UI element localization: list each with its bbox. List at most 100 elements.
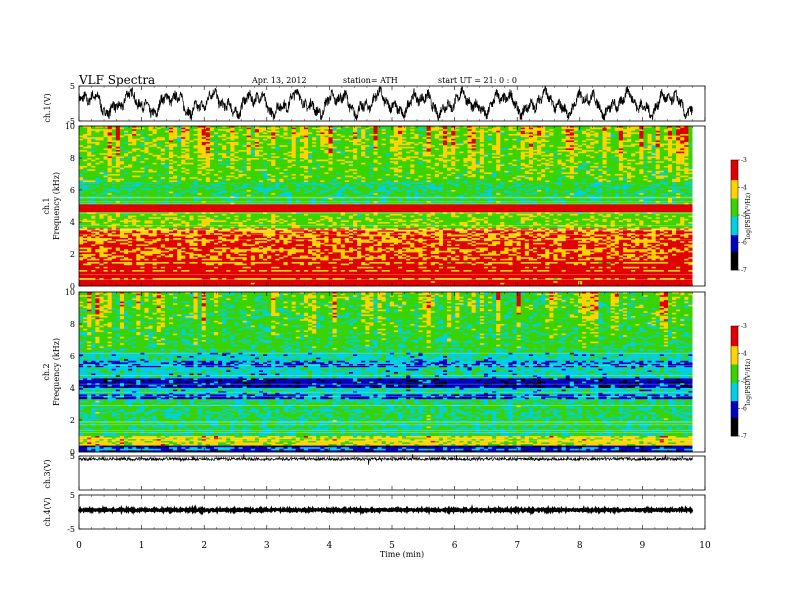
ch1-spectrogram-cell <box>205 134 211 136</box>
ch1-spectrogram-cell <box>569 126 575 128</box>
ch1-spectrogram-cell <box>479 135 485 138</box>
ch1-spectrogram-cell <box>414 126 419 128</box>
ch1-spectrogram-cell <box>402 151 407 154</box>
ch1-spectrogram-cell <box>508 148 513 151</box>
ch1-spectrogram-cell <box>250 135 256 138</box>
ch1-spectrogram-cell <box>647 134 652 136</box>
ch1-spectrogram-cell <box>475 130 481 133</box>
ch1-spectrogram-cell <box>479 129 485 132</box>
ch1-spectrogram-cell <box>381 151 387 154</box>
ch1-spectrogram-cell <box>308 135 313 138</box>
ch1-spectrogram-cell <box>426 127 432 130</box>
ch1-spectrogram-cell <box>283 143 288 146</box>
ch1-spectrogram-cell <box>279 148 284 151</box>
ch1-spectrogram-cell <box>393 137 399 140</box>
ch1-spectrogram-cell <box>532 126 538 128</box>
figure-title: VLF Spectra <box>78 73 155 87</box>
ch1-spectrogram-cell <box>504 145 509 148</box>
ch1-spectrogram-cell <box>672 130 677 133</box>
ch1-spectrogram-cell <box>520 134 526 136</box>
ch1-spectrogram-cell <box>320 143 325 146</box>
ch1-spectrogram-cell <box>79 127 84 130</box>
ch1-spectrogram-cell <box>639 126 644 128</box>
ch1-spectrogram-cell <box>402 153 407 156</box>
ch1-spectrogram-cell <box>667 142 673 144</box>
ch1-spectrogram-cell <box>128 148 133 151</box>
ch1-spectrogram-cell <box>680 132 685 135</box>
ch1-spectrogram-cell <box>659 137 665 140</box>
ch1-spectrogram-cell <box>238 142 243 144</box>
ch1-spectrogram-cell <box>320 145 325 148</box>
ch1-spectrogram-cell <box>393 143 399 146</box>
ch1-spectrogram-cell <box>676 129 681 132</box>
ch1-spectrogram-cell <box>291 126 297 128</box>
ch1-spectrogram-cell <box>201 129 207 132</box>
ch1-spectrogram-cell <box>577 129 583 132</box>
ch1-spectrogram-cell <box>643 130 648 133</box>
ch1-spectrogram-cell <box>471 145 477 148</box>
ch1-spectrogram-cell <box>606 130 611 133</box>
ch1-spectrogram-cell <box>655 127 661 130</box>
ch1-spectrogram-cell <box>537 137 542 140</box>
ch1-spectrogram-cell <box>639 143 644 146</box>
ch1-spectrogram-cell <box>438 150 444 152</box>
ch1-spectrogram-cell <box>152 138 158 141</box>
ch1-spectrogram-cell <box>271 150 276 152</box>
ch1-spectrogram-cell <box>332 148 337 151</box>
ch1-spectrogram-cell <box>213 130 219 133</box>
ch1-spectrogram-cell <box>308 137 313 140</box>
ch1-spectrogram-cell <box>209 150 215 152</box>
ch1-spectrogram-cell <box>295 140 301 143</box>
ch1-spectrogram-cell <box>651 126 656 128</box>
ch1-spectrogram-cell <box>111 150 117 152</box>
ch1-spectrogram-cell <box>688 140 693 143</box>
ch1-spectrogram-cell <box>373 127 378 130</box>
ch1-spectrogram-cell <box>193 143 198 146</box>
ch1-spectrogram-cell <box>254 132 260 135</box>
ch1-spectrogram-cell <box>676 132 681 135</box>
ch1-spectrogram-cell <box>303 142 309 144</box>
ch1-spectrogram-cell <box>467 145 472 148</box>
ch1-spectrogram-cell <box>398 145 403 148</box>
ch1-spectrogram-cell <box>209 148 215 151</box>
ch1-spectrogram-cell <box>148 126 153 128</box>
ch1-spectrogram-cell <box>369 127 374 130</box>
ch1-spectrogram-cell <box>418 148 423 151</box>
ch1-spectrogram-cell <box>299 129 305 132</box>
ch1-spectrogram-cell <box>201 153 207 156</box>
ch1-spectrogram-cell <box>537 140 542 143</box>
ch1-spectrogram-cell <box>651 145 656 148</box>
ch1-spectrogram-cell <box>123 126 129 128</box>
ch1-spectrogram-cell <box>365 138 370 141</box>
ch1-spectrogram-cell <box>602 146 607 149</box>
ch1-spectrogram-cell <box>283 151 288 154</box>
ch1-spectrogram-cell <box>291 130 297 133</box>
ch1-spectrogram-cell <box>168 146 174 149</box>
ch1-spectrogram-cell <box>250 137 256 140</box>
ch1-spectrogram-cell <box>475 138 481 141</box>
ch1-spectrogram-cell <box>524 143 530 146</box>
ch1-spectrogram-cell <box>168 148 174 151</box>
ch1-spectrogram-cell <box>688 146 693 149</box>
ch1-spectrogram-cell <box>590 132 595 135</box>
ch1-spectrogram-cell <box>357 140 362 143</box>
ch1-spectrogram-cell <box>422 145 427 148</box>
ch1-spectrogram-cell <box>160 150 166 152</box>
ch1-spectrogram-cell <box>222 145 227 148</box>
ch1-spectrogram-cell <box>410 151 415 154</box>
ch1-spectrogram-cell <box>426 142 432 144</box>
ch1-spectrogram-cell <box>324 153 329 156</box>
ch1-spectrogram-cell <box>545 151 550 154</box>
ch1-spectrogram-cell <box>144 126 149 128</box>
ch1-spectrogram-cell <box>627 134 632 136</box>
ch1-spectrogram-cell <box>676 134 681 136</box>
ch1-spectrogram-cell <box>177 154 182 157</box>
ch1-spectrogram-cell <box>119 151 125 154</box>
ch1-spectrogram-cell <box>684 126 689 128</box>
ch1-spectrogram-cell <box>422 134 427 136</box>
ch1-spectrogram-cell <box>406 142 411 144</box>
ch1-spectrogram-cell <box>680 153 685 156</box>
ch1-spectrogram-cell <box>181 130 186 133</box>
ch1-spectrogram-cell <box>156 140 162 143</box>
ch1-spectrogram-cell <box>312 150 317 152</box>
